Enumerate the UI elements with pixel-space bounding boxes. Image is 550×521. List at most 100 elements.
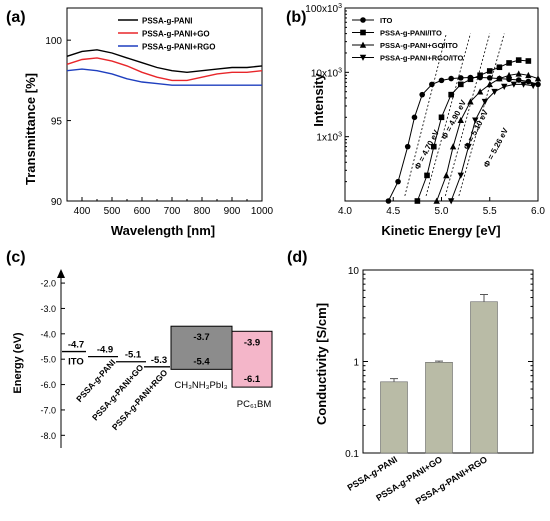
panel-c-band-bottom-value: -5.4 bbox=[193, 356, 210, 367]
panel-b-point bbox=[438, 114, 445, 121]
panel-b-label: (b) bbox=[286, 9, 306, 26]
panel-a-ylabel: Transmittance [%] bbox=[23, 73, 38, 185]
panel-a-series-line-0 bbox=[66, 49, 263, 74]
panel-b-point bbox=[506, 60, 512, 66]
panel-b-point bbox=[486, 80, 493, 88]
panel-b-legend-entry: PSSA-g-PANI+RGO/ITO bbox=[380, 54, 463, 63]
panel-d-ytick-label: 1 bbox=[353, 358, 359, 369]
panel-d-bar bbox=[425, 362, 453, 454]
panel-c-ytick-label: -5.0 bbox=[40, 355, 56, 365]
panel-b-point bbox=[496, 75, 503, 82]
panel-c-ytick-label: -8.0 bbox=[40, 431, 56, 441]
panel-b-xtick-label: 6.0 bbox=[531, 206, 545, 217]
panel-a-legend: PSSA-g-PANI PSSA-g-PANI+GO PSSA-g-PANI+RGO bbox=[118, 17, 215, 52]
panel-d-ytick-label: 0.1 bbox=[345, 449, 359, 460]
panel-b: (b) Intensity Kinetic Energy [eV] 4.0 4.5… bbox=[286, 3, 545, 238]
panel-c-level-value: -4.9 bbox=[97, 345, 113, 356]
panel-b-point bbox=[447, 198, 455, 205]
panel-a-series-line-2 bbox=[66, 68, 262, 86]
panel-b-point bbox=[429, 81, 435, 88]
panel-c: (c) Energy (eV) -2.0 -3.0 -4.0 -5.0 -6.0 -7.0… bbox=[6, 249, 273, 448]
panel-b-point bbox=[472, 117, 479, 124]
panel-d-label: (d) bbox=[287, 249, 307, 266]
panel-b-point bbox=[476, 88, 484, 95]
panel-b-point bbox=[424, 172, 430, 179]
panel-b-point bbox=[411, 114, 418, 121]
panel-b-point bbox=[359, 54, 367, 61]
panel-b-xtick-label: 4.0 bbox=[338, 206, 352, 217]
panel-b-annotation: Φ = 5.10 eV bbox=[462, 108, 491, 151]
panel-c-band-bottom-value: -6.1 bbox=[244, 374, 261, 385]
panel-c-ytick-label: -4.0 bbox=[40, 329, 56, 339]
panel-b-ylabel: Intensity bbox=[311, 73, 326, 127]
panel-b-fit-line bbox=[425, 33, 471, 197]
panel-b-ytick-label: 10x103 bbox=[311, 67, 342, 79]
panel-b-ytick-label: 100x103 bbox=[305, 3, 342, 15]
panel-b-point bbox=[458, 75, 464, 81]
panel-b-point bbox=[525, 58, 532, 64]
panel-d-ylabel: Conductivity [S/cm] bbox=[314, 303, 329, 425]
panel-a-ytick-label: 95 bbox=[51, 117, 63, 128]
panel-b-point bbox=[525, 78, 532, 85]
panel-a-xtick-label: 1000 bbox=[251, 206, 274, 217]
panel-a-legend-entry: PSSA-g-PANI bbox=[142, 17, 193, 26]
panel-b-fit-line bbox=[444, 33, 491, 197]
panel-c-band-box bbox=[170, 325, 233, 370]
panel-b-point bbox=[467, 76, 474, 83]
panel-a-xtick-label: 700 bbox=[164, 206, 181, 217]
panel-b-point bbox=[535, 81, 541, 88]
panel-b-legend-entry: ITO bbox=[380, 16, 393, 25]
panel-a-legend-entry: PSSA-g-PANI+RGO bbox=[142, 43, 215, 52]
panel-c-ytick-label: -3.0 bbox=[40, 304, 56, 314]
panel-b-series-line-3 bbox=[450, 83, 534, 202]
panel-b-point bbox=[457, 172, 464, 179]
panel-b-point bbox=[515, 70, 522, 77]
panel-d-ytick-label: 10 bbox=[348, 266, 360, 277]
panel-c-band-box bbox=[231, 330, 273, 388]
panel-d-bar bbox=[470, 301, 498, 454]
panel-b-point bbox=[395, 178, 401, 185]
panel-b-point bbox=[481, 98, 489, 106]
panel-c-band-top-value: -3.7 bbox=[193, 332, 209, 343]
panel-b-point bbox=[438, 77, 445, 84]
panel-c-label: (c) bbox=[6, 249, 26, 266]
panel-b-point bbox=[515, 77, 522, 83]
panel-b-series-line-0 bbox=[387, 77, 539, 202]
panel-b-point bbox=[449, 143, 457, 150]
panel-b-point bbox=[486, 75, 493, 81]
panel-b-annotation: Φ = 5.26 eV bbox=[482, 126, 511, 169]
panel-b-legend: ITO PSSA-g-PANI/ITO PSSA-g-PANI+GO/ITO PSSA… bbox=[352, 16, 463, 63]
panel-b-point bbox=[430, 143, 437, 150]
panel-c-level-value: -5.3 bbox=[151, 355, 167, 366]
panel-b-legend-entry: PSSA-g-PANI+GO/ITO bbox=[380, 41, 458, 50]
panel-c-ytick-label: -7.0 bbox=[40, 405, 56, 415]
panel-b-point bbox=[443, 171, 450, 179]
panel-d-bar bbox=[380, 381, 408, 454]
panel-b-point bbox=[496, 64, 503, 71]
panel-b-fit-line bbox=[458, 33, 505, 197]
panel-c-band-top-value: -3.9 bbox=[244, 337, 260, 348]
panel-a-legend-entry: PSSA-g-PANI+GO bbox=[142, 30, 210, 39]
panel-c-level-name: PSSA-g-PANI+RGO bbox=[110, 367, 170, 432]
panel-b-ytick-label: 1x103 bbox=[316, 132, 342, 144]
panel-b-point bbox=[501, 83, 508, 91]
panel-c-band-name: PC₆₁BM bbox=[237, 399, 272, 410]
panel-a-xtick-label: 800 bbox=[194, 206, 211, 217]
panel-c-axis-arrow bbox=[57, 269, 65, 278]
panel-c-ylabel: Energy (eV) bbox=[12, 332, 24, 393]
panel-a-label: (a) bbox=[6, 9, 26, 26]
panel-b-xtick-label: 5.0 bbox=[435, 206, 449, 217]
panel-b-point bbox=[457, 116, 464, 124]
panel-a-xlabel: Wavelength [nm] bbox=[111, 223, 215, 238]
panel-a-xtick-label: 600 bbox=[134, 206, 151, 217]
panel-c-level-name: ITO bbox=[68, 357, 84, 368]
panel-a-ytick-label: 100 bbox=[45, 36, 62, 47]
panel-a-frame bbox=[66, 7, 263, 202]
panel-b-point bbox=[467, 98, 474, 105]
panel-b-point bbox=[491, 88, 498, 96]
panel-b-point bbox=[359, 41, 367, 48]
panel-a: (a) Transmittance [%] Wavelength [nm] 40… bbox=[6, 7, 274, 238]
panel-b-point bbox=[505, 71, 513, 79]
